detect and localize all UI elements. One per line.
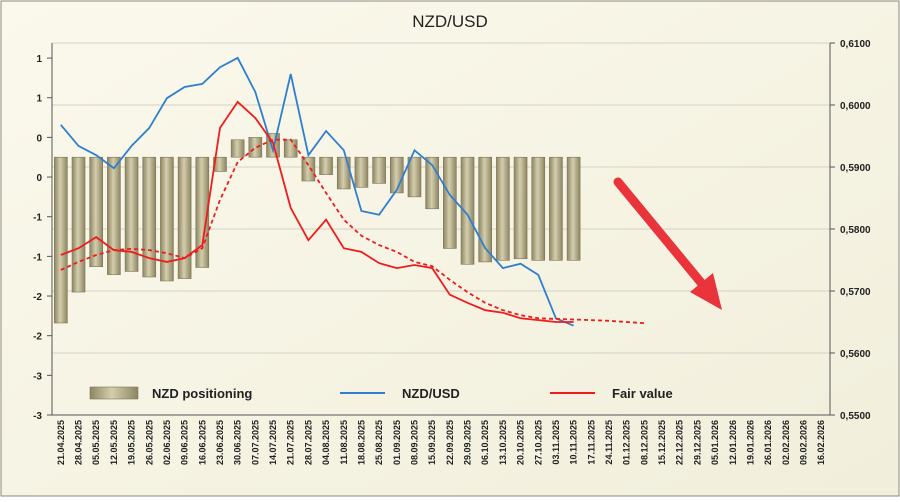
legend-label: Fair value xyxy=(612,386,673,401)
x-tick-label: 22.12.2025 xyxy=(675,420,685,465)
y-tick-label: -2 xyxy=(33,292,42,303)
y-tick-label: -1 xyxy=(33,213,42,224)
y-tick-label: -1 xyxy=(33,252,42,263)
x-tick-label: 17.11.2025 xyxy=(586,420,596,465)
bar xyxy=(301,156,316,182)
y-tick-label: 0 xyxy=(36,133,42,144)
bar xyxy=(354,156,369,188)
bar xyxy=(213,156,227,172)
line xyxy=(60,56,574,327)
x-tick-label: 03.11.2025 xyxy=(551,420,561,465)
bar xyxy=(566,156,581,261)
bar xyxy=(142,156,157,278)
x-tick-label: 15.12.2025 xyxy=(657,420,667,465)
y-tick-label: 0 xyxy=(36,173,42,184)
x-tick-label: 28.04.2025 xyxy=(74,420,84,465)
bar xyxy=(496,156,510,261)
bar xyxy=(124,156,139,272)
x-tick-label: 29.12.2025 xyxy=(692,420,702,465)
x-tick-label: 21.07.2025 xyxy=(286,420,296,465)
bar xyxy=(230,139,245,158)
legend-swatch xyxy=(89,386,139,400)
x-tick-label: 27.10.2025 xyxy=(533,420,543,465)
x-tick-label: 05.05.2025 xyxy=(91,420,101,465)
bar xyxy=(460,156,475,265)
x-tick-label: 16.02.2026 xyxy=(816,420,826,465)
x-tick-label: 08.09.2025 xyxy=(409,420,419,465)
x-tick-label: 12.01.2026 xyxy=(728,420,738,465)
x-tick-label: 11.08.2025 xyxy=(339,420,349,465)
x-tick-label: 10.11.2025 xyxy=(569,420,579,465)
line xyxy=(60,138,645,325)
bar xyxy=(478,156,493,263)
bar xyxy=(107,156,121,275)
y2-tick-label: 0,5700 xyxy=(840,287,871,298)
y2-tick-label: 0,5500 xyxy=(840,411,871,422)
bar xyxy=(443,156,457,249)
legend-label: NZD/USD xyxy=(402,386,460,401)
y-tick-label: -2 xyxy=(33,332,42,343)
x-tick-label: 06.10.2025 xyxy=(480,420,490,465)
bar xyxy=(248,137,263,158)
chart-title: NZD/USD xyxy=(412,12,488,31)
x-tick-label: 12.05.2025 xyxy=(109,420,119,465)
y-tick-label: 1 xyxy=(36,94,42,105)
bar xyxy=(71,156,86,293)
x-tick-label: 23.06.2025 xyxy=(215,420,225,465)
bar xyxy=(319,156,333,175)
x-tick-label: 14.07.2025 xyxy=(268,420,278,465)
x-tick-label: 02.02.2026 xyxy=(781,420,791,465)
x-tick-label: 25.08.2025 xyxy=(374,420,384,465)
x-tick-label: 26.01.2026 xyxy=(763,420,773,465)
x-tick-label: 02.06.2025 xyxy=(162,420,172,465)
bar xyxy=(372,156,386,184)
bar xyxy=(160,156,174,282)
x-tick-label: 09.06.2025 xyxy=(180,420,190,465)
x-tick-label: 08.12.2025 xyxy=(639,420,649,465)
x-tick-label: 13.10.2025 xyxy=(498,420,508,465)
y2-tick-label: 0,5600 xyxy=(840,349,871,360)
y2-tick-label: 0,5900 xyxy=(840,163,871,174)
x-tick-label: 15.09.2025 xyxy=(427,420,437,465)
x-tick-label: 26.05.2025 xyxy=(144,420,154,465)
bar xyxy=(177,156,192,279)
x-tick-label: 16.06.2025 xyxy=(197,420,207,465)
x-tick-label: 29.09.2025 xyxy=(463,420,473,465)
x-tick-label: 30.06.2025 xyxy=(233,420,243,465)
y-tick-label: -3 xyxy=(33,411,42,422)
bar xyxy=(54,156,68,324)
x-tick-label: 01.09.2025 xyxy=(392,420,402,465)
x-tick-label: 01.12.2025 xyxy=(622,420,632,465)
x-tick-label: 09.02.2026 xyxy=(798,420,808,465)
bar xyxy=(549,156,563,261)
bar xyxy=(336,156,351,190)
x-tick-label: 22.09.2025 xyxy=(445,420,455,465)
x-tick-label: 07.07.2025 xyxy=(250,420,260,465)
x-tick-label: 04.08.2025 xyxy=(321,420,331,465)
bar xyxy=(389,156,404,194)
x-tick-label: 20.10.2025 xyxy=(516,420,526,465)
y-tick-label: 1 xyxy=(36,54,42,65)
x-tick-label: 21.04.2025 xyxy=(56,420,66,465)
x-tick-label: 24.11.2025 xyxy=(604,420,614,465)
x-tick-label: 19.05.2025 xyxy=(127,420,137,465)
y2-tick-label: 0,6100 xyxy=(840,39,871,50)
trend-arrow xyxy=(613,177,722,310)
bar xyxy=(283,139,298,158)
x-tick-label: 05.01.2026 xyxy=(710,420,720,465)
y-tick-label: -3 xyxy=(33,371,42,382)
bar xyxy=(89,156,104,267)
y2-tick-label: 0,5800 xyxy=(840,225,871,236)
legend-label: NZD positioning xyxy=(152,386,252,401)
x-tick-label: 18.08.2025 xyxy=(356,420,366,465)
x-tick-label: 28.07.2025 xyxy=(303,420,313,465)
y2-tick-label: 0,6000 xyxy=(840,101,871,112)
bar xyxy=(531,156,546,261)
x-tick-label: 19.01.2026 xyxy=(745,420,755,465)
line xyxy=(60,100,574,323)
bar xyxy=(513,156,528,260)
bar xyxy=(407,156,422,198)
